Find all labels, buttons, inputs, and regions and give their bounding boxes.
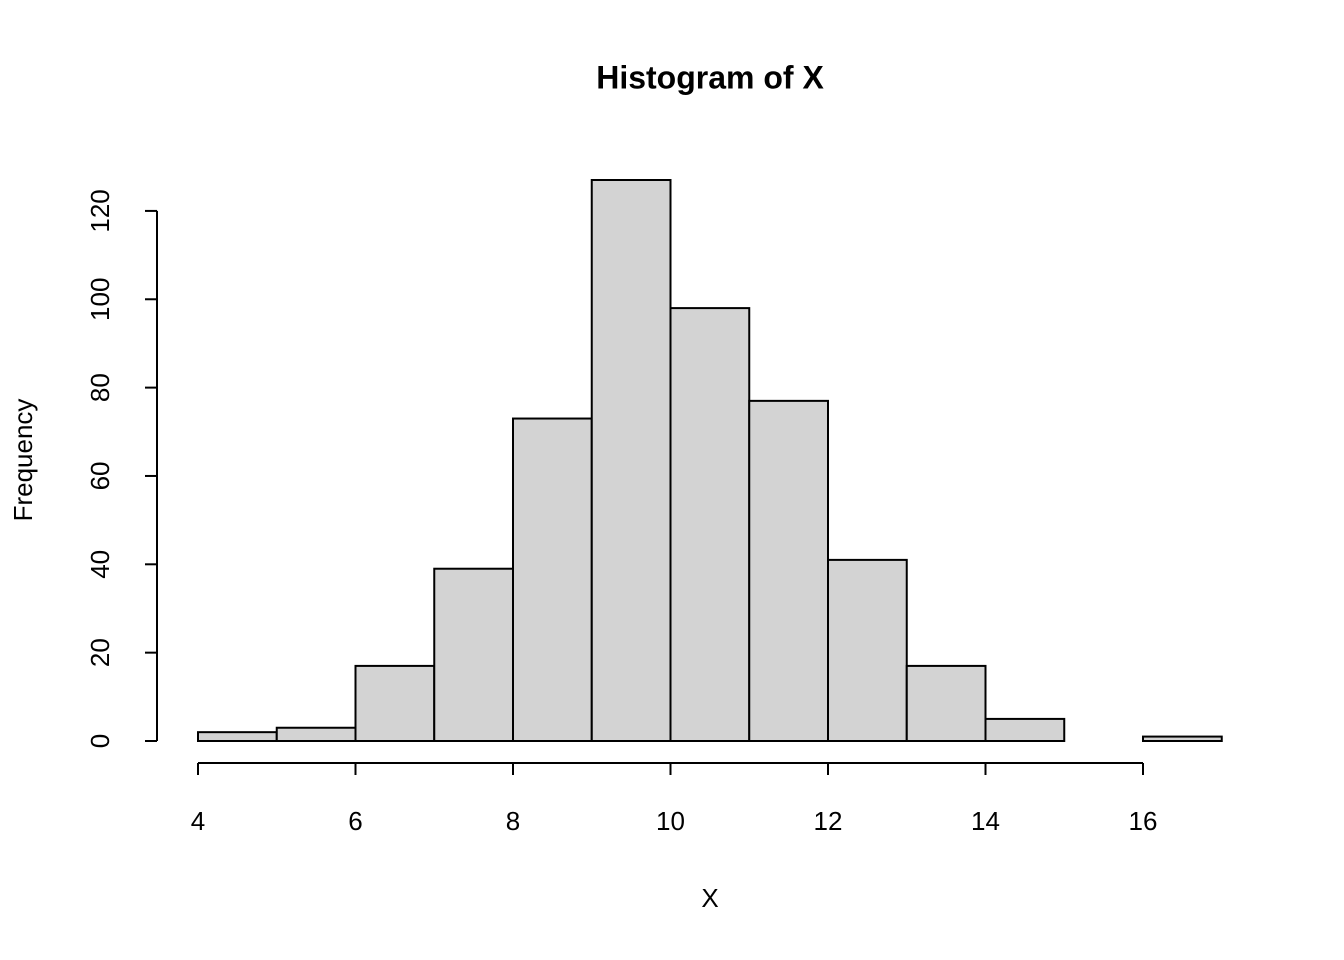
x-tick-label: 16 — [1129, 806, 1158, 836]
y-tick-label: 120 — [85, 189, 115, 232]
bar — [984, 717, 1066, 743]
x-tick-label: 12 — [814, 806, 843, 836]
x-tick-label: 14 — [971, 806, 1000, 836]
bar — [905, 664, 987, 743]
y-tick-label: 80 — [85, 373, 115, 402]
y-axis-label: Frequency — [8, 399, 38, 522]
x-axis-label: X — [701, 883, 718, 913]
x-tick-label: 4 — [191, 806, 205, 836]
bar — [748, 399, 829, 742]
y-tick-label: 40 — [85, 550, 115, 579]
y-tick-label: 100 — [85, 278, 115, 321]
x-tick-label: 8 — [506, 806, 520, 836]
bar — [433, 567, 514, 743]
chart-title: Histogram of X — [596, 59, 824, 95]
bar — [827, 558, 908, 742]
bar — [197, 731, 278, 742]
bar — [1142, 735, 1223, 743]
y-tick-label: 20 — [85, 638, 115, 667]
y-tick-label: 60 — [85, 461, 115, 490]
x-tick-label: 10 — [656, 806, 685, 836]
bar — [275, 726, 357, 743]
bar — [512, 417, 593, 742]
x-tick-label: 6 — [348, 806, 362, 836]
bar — [669, 307, 751, 742]
bar — [590, 179, 672, 742]
y-tick-label: 0 — [85, 734, 115, 748]
bar — [354, 664, 436, 743]
